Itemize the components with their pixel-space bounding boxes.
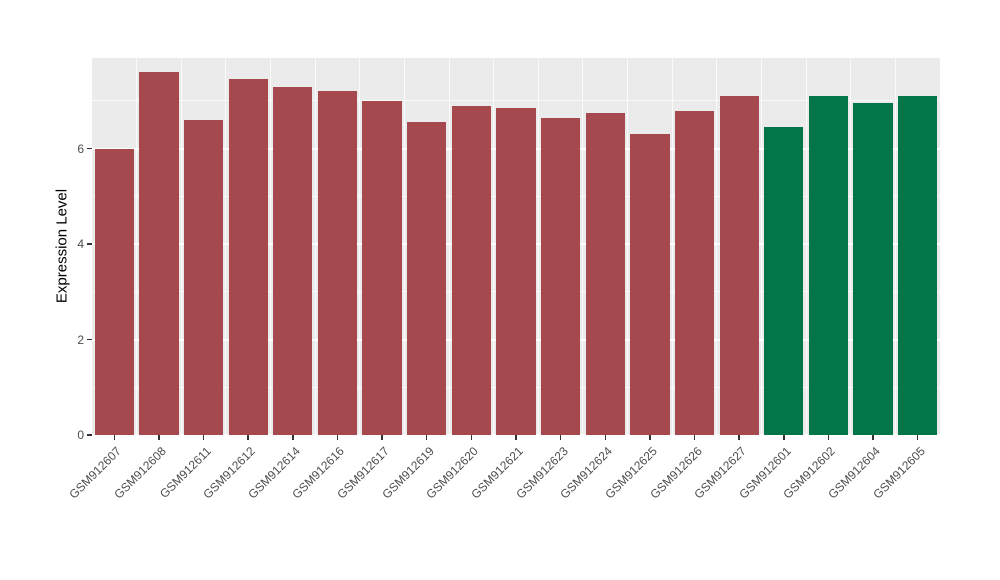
x-tick-mark xyxy=(916,435,919,440)
x-tick-mark xyxy=(336,435,339,440)
gridline-minor-vertical xyxy=(627,58,629,435)
bar xyxy=(898,96,938,435)
bar xyxy=(183,120,224,435)
gridline-minor-vertical xyxy=(760,58,762,435)
x-tick-mark xyxy=(559,435,562,440)
bar xyxy=(674,110,715,435)
gridline-minor-horizontal xyxy=(92,100,940,102)
x-tick-mark xyxy=(738,435,740,440)
y-axis-tick-label: 6 xyxy=(77,141,84,156)
y-tick-mark xyxy=(87,338,92,341)
bar xyxy=(139,72,179,435)
y-tick-mark xyxy=(87,243,92,245)
gridline-minor-vertical xyxy=(894,58,896,435)
gridline-minor-vertical xyxy=(716,58,718,435)
bar xyxy=(630,134,670,435)
gridline-minor-vertical xyxy=(805,58,807,435)
bar xyxy=(808,96,849,435)
gridline-minor-vertical xyxy=(136,58,138,435)
bar xyxy=(228,79,268,435)
x-tick-mark xyxy=(827,435,830,440)
bar xyxy=(764,127,804,435)
x-tick-mark xyxy=(247,435,249,440)
gridline-minor-vertical xyxy=(225,58,227,435)
x-tick-mark xyxy=(158,435,160,440)
gridline-minor-vertical xyxy=(582,58,584,435)
bar xyxy=(273,86,313,435)
bar xyxy=(540,117,581,435)
y-axis-tick-label: 0 xyxy=(77,428,84,442)
x-tick-mark xyxy=(425,435,428,440)
gridline-minor-vertical xyxy=(671,58,673,435)
gridline-minor-vertical xyxy=(850,58,852,435)
x-tick-mark xyxy=(381,435,383,440)
gridline-minor-vertical xyxy=(270,58,272,435)
x-tick-mark xyxy=(515,435,517,440)
x-tick-mark xyxy=(783,435,785,440)
x-tick-mark xyxy=(872,435,874,440)
x-tick-mark xyxy=(470,435,473,440)
x-tick-mark xyxy=(693,435,696,440)
plot-panel xyxy=(92,58,940,435)
bar xyxy=(451,105,491,435)
gridline-minor-vertical xyxy=(359,58,361,435)
x-tick-mark xyxy=(649,435,651,440)
x-tick-mark xyxy=(202,435,205,440)
bar xyxy=(317,91,358,435)
bar xyxy=(362,100,402,435)
gridline-minor-vertical xyxy=(448,58,450,435)
gridline-minor-vertical xyxy=(403,58,405,435)
bar xyxy=(585,112,625,435)
bar xyxy=(407,122,447,435)
bar xyxy=(496,108,536,435)
y-axis-tick-label: 4 xyxy=(77,237,84,252)
x-tick-mark xyxy=(604,435,606,440)
bar xyxy=(719,96,759,435)
gridline-minor-vertical xyxy=(314,58,316,435)
gridline-minor-vertical xyxy=(537,58,539,435)
gridline-minor-vertical xyxy=(180,58,182,435)
bar xyxy=(853,103,893,435)
gridline-minor-vertical xyxy=(493,58,495,435)
y-tick-mark xyxy=(87,147,92,150)
x-tick-mark xyxy=(113,435,116,440)
y-axis-tick-label: 2 xyxy=(77,332,84,347)
bar xyxy=(94,148,134,435)
x-tick-mark xyxy=(292,435,294,440)
y-tick-mark xyxy=(87,434,92,436)
